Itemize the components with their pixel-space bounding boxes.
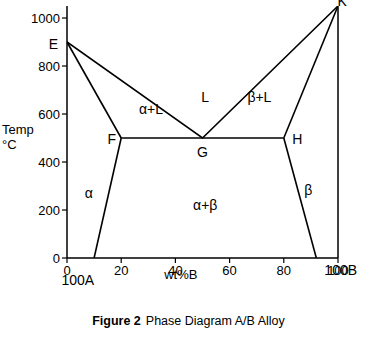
annotation: 100A <box>61 272 94 288</box>
y-axis-label: Temp°C <box>2 122 34 152</box>
annotation: K <box>337 0 347 9</box>
annotation: H <box>292 131 302 147</box>
right-frame <box>337 6 339 258</box>
phase-boundary <box>94 138 121 258</box>
annotation: G <box>197 144 208 160</box>
y-tick-label: 400 <box>38 155 60 170</box>
annotation: F <box>107 131 116 147</box>
y-tick-label: 200 <box>38 203 60 218</box>
y-tick-label: 800 <box>38 59 60 74</box>
y-tick <box>62 65 67 66</box>
y-tick-label: 0 <box>53 251 60 266</box>
caption-label: Figure 2 <box>92 314 141 328</box>
annotation: α <box>85 185 93 201</box>
y-axis-label-line: Temp <box>2 122 34 137</box>
y-tick-label: 600 <box>38 107 60 122</box>
phase-boundary <box>121 137 284 139</box>
caption-text: Phase Diagram A/B Alloy <box>146 314 286 328</box>
y-axis-label-line: °C <box>2 137 17 152</box>
x-tick-label: 80 <box>277 263 291 278</box>
annotation: α+β <box>193 197 217 213</box>
annotation: α+L <box>139 101 163 117</box>
x-tick-label: 60 <box>222 263 236 278</box>
phase-diagram: 02004006008001000020406080100EFGHKLα+Lβ+… <box>0 0 377 337</box>
y-tick <box>62 113 67 114</box>
caption: Figure 2 Phase Diagram A/B Alloy <box>92 314 285 328</box>
y-tick <box>62 161 67 162</box>
annotation: 100B <box>324 262 357 278</box>
boundaries <box>67 6 338 258</box>
annotation: β <box>304 182 312 198</box>
annotation: β+L <box>247 89 271 105</box>
x-axis <box>67 257 338 259</box>
y-tick <box>62 209 67 210</box>
phase-boundary <box>67 6 338 138</box>
annotation: E <box>49 36 58 52</box>
y-tick <box>62 257 67 258</box>
annotation: L <box>201 89 209 105</box>
y-tick <box>62 17 67 18</box>
phase-boundary <box>284 138 317 258</box>
y-tick-label: 1000 <box>31 11 60 26</box>
phase-boundary <box>67 42 121 138</box>
phase-boundary <box>284 6 338 138</box>
x-axis-label: wt%B <box>163 267 197 282</box>
x-tick-label: 20 <box>114 263 128 278</box>
